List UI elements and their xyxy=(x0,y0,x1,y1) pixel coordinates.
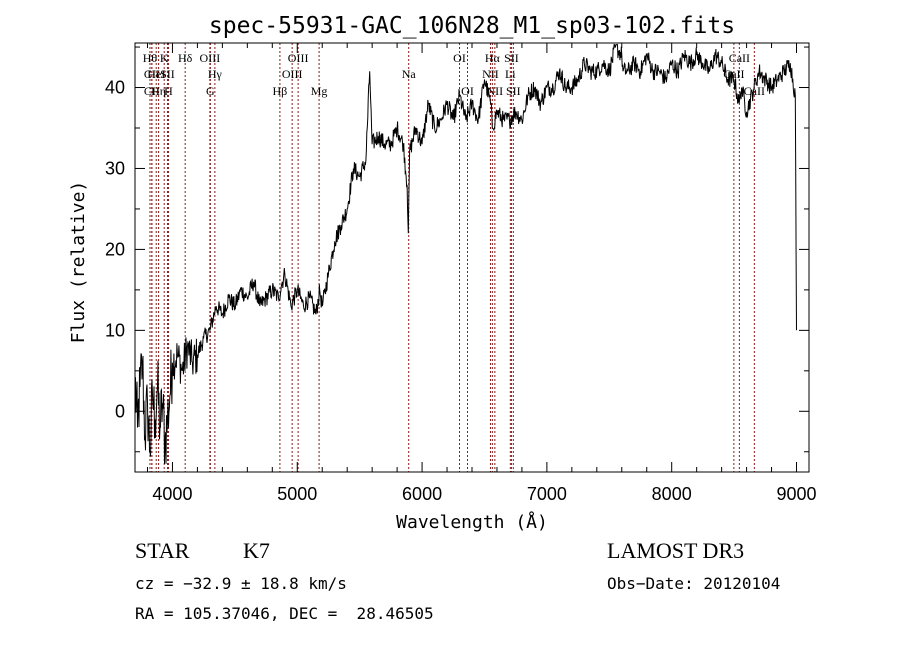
line-label-21: NII xyxy=(487,84,504,98)
object-class: STAR xyxy=(135,538,190,563)
line-label-19: NII xyxy=(482,67,499,81)
line-label-17: OI xyxy=(453,51,466,65)
line-label-16: Na xyxy=(402,67,417,81)
observation-date: Obs−Date: 20120104 xyxy=(607,574,781,593)
y-tick-label-2: 20 xyxy=(105,239,125,259)
line-label-5: K xyxy=(160,51,169,65)
line-label-13: OIII xyxy=(282,67,303,81)
line-label-22: Li xyxy=(505,67,516,81)
line-label-6: SII xyxy=(160,67,175,81)
y-axis: 0 10 20 30 40 xyxy=(105,46,809,453)
x-tick-label-0: 4000 xyxy=(152,484,192,504)
line-label-4: Hη xyxy=(151,84,166,98)
spectrum-series xyxy=(134,44,797,464)
line-label-12: Hβ xyxy=(273,84,288,98)
line-label-0: Hθ xyxy=(143,51,158,65)
line-label-1: CII xyxy=(144,67,160,81)
line-label-3: HeI xyxy=(147,67,165,81)
ra-dec-coordinates: RA = 105.37046, DEC = 28.46505 xyxy=(135,604,434,623)
line-label-7: H xyxy=(164,84,173,98)
x-axis-label: Wavelength (Å) xyxy=(396,511,548,533)
line-label-9: OIII xyxy=(200,51,221,65)
line-label-2: CII xyxy=(144,84,160,98)
line-label-11: G xyxy=(206,84,215,98)
line-label-10: Hγ xyxy=(208,67,223,81)
x-tick-label-5: 9000 xyxy=(776,484,816,504)
y-axis-label: Flux (relative) xyxy=(68,181,89,344)
x-tick-label-3: 7000 xyxy=(527,484,567,504)
x-axis: 4000 5000 6000 7000 8000 9000 xyxy=(146,43,817,504)
spectrum-line xyxy=(134,44,797,464)
object-subclass: K7 xyxy=(243,538,270,563)
line-label-14: OIII xyxy=(288,51,309,65)
y-tick-label-3: 30 xyxy=(105,158,125,178)
x-tick-label-4: 8000 xyxy=(652,484,692,504)
y-tick-label-1: 10 xyxy=(105,320,125,340)
chart-title: spec-55931-GAC_106N28_M1_sp03-102.fits xyxy=(209,13,735,39)
y-tick-label-4: 40 xyxy=(105,78,125,98)
line-label-20: Hα xyxy=(485,51,501,65)
line-label-23: SII xyxy=(504,51,519,65)
survey-name: LAMOST DR3 xyxy=(607,538,745,563)
line-label-24: SII xyxy=(506,84,521,98)
line-label-27: CaII xyxy=(744,84,765,98)
emission-line-markers xyxy=(149,43,755,472)
line-label-18: OI xyxy=(461,84,474,98)
line-label-26: CaII xyxy=(729,51,750,65)
x-tick-label-2: 6000 xyxy=(402,484,442,504)
redshift-cz: cz = −32.9 ± 18.8 km/s xyxy=(135,574,347,593)
line-label-15: Mg xyxy=(311,84,328,98)
x-tick-label-1: 5000 xyxy=(277,484,317,504)
y-tick-label-0: 0 xyxy=(115,401,125,421)
line-label-8: Hδ xyxy=(178,51,193,65)
